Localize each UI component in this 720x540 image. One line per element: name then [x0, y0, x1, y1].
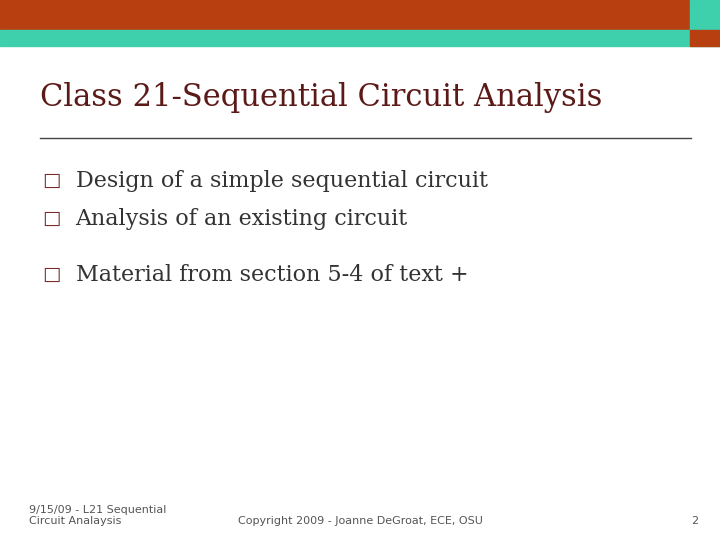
Text: Design of a simple sequential circuit: Design of a simple sequential circuit [76, 170, 487, 192]
Text: □: □ [42, 210, 60, 228]
Bar [690, 30, 720, 46]
Text: Class 21-Sequential Circuit Analysis: Class 21-Sequential Circuit Analysis [40, 82, 602, 113]
Text: 2: 2 [691, 516, 698, 526]
Text: □: □ [42, 172, 60, 190]
Bar [0, 0, 720, 30]
Text: □: □ [42, 266, 60, 285]
Text: Analysis of an existing circuit: Analysis of an existing circuit [76, 208, 408, 230]
Bar [690, 0, 720, 30]
Bar [0, 30, 720, 46]
Text: Copyright 2009 - Joanne DeGroat, ECE, OSU: Copyright 2009 - Joanne DeGroat, ECE, OS… [238, 516, 482, 526]
Text: 9/15/09 - L21 Sequential
Circuit Analaysis: 9/15/09 - L21 Sequential Circuit Analays… [29, 505, 166, 526]
Text: Material from section 5-4 of text +: Material from section 5-4 of text + [76, 265, 468, 286]
